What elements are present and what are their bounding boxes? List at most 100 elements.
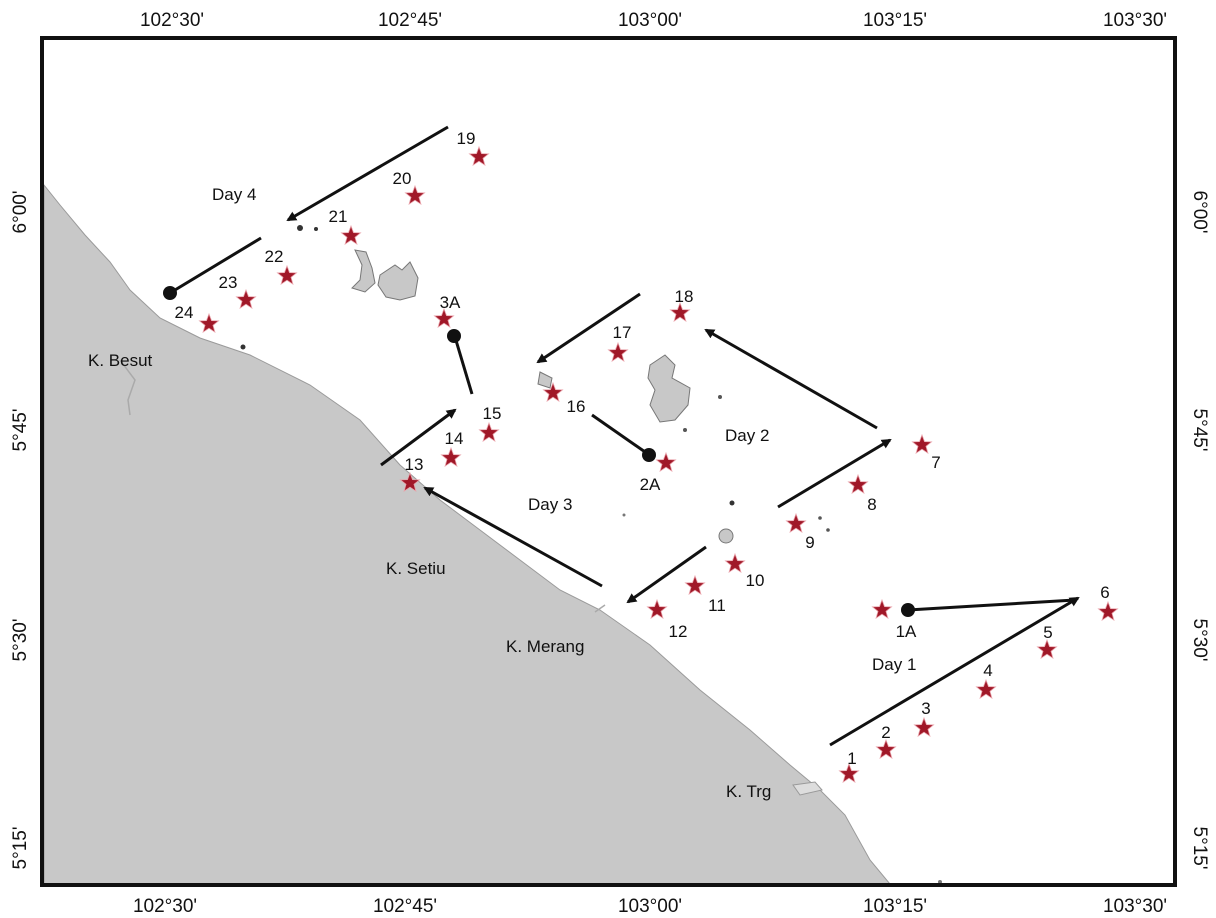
start-label-2a: 2A	[640, 475, 661, 494]
station-label-10: 10	[746, 571, 765, 590]
station-star-icon	[1036, 638, 1058, 660]
station-star-icon	[838, 762, 860, 784]
station-star-icon	[433, 307, 455, 329]
lon-tick-bottom: 103°00'	[618, 896, 682, 917]
lon-tick-top: 102°30'	[140, 10, 204, 31]
station-star-icon	[975, 678, 997, 700]
island-lang-tengah	[537, 371, 553, 389]
station-label-21: 21	[329, 207, 348, 226]
start-point-2a-dot	[642, 448, 656, 462]
station-label-18: 18	[675, 287, 694, 306]
station-label-8: 8	[867, 495, 876, 514]
station-star-icon	[913, 716, 935, 738]
lat-tick-right: 6°00'	[1189, 191, 1210, 234]
station-label-16: 16	[567, 397, 586, 416]
station-star-icon	[478, 421, 500, 443]
station-label-17: 17	[613, 323, 632, 342]
place-label-k-merang: K. Merang	[506, 637, 584, 656]
station-label-15: 15	[483, 404, 502, 423]
station-label-7: 7	[931, 453, 940, 472]
place-label-k-setiu: K. Setiu	[386, 559, 446, 578]
island-perhentian-kecil	[351, 249, 376, 293]
day-label-3: Day 3	[528, 495, 572, 514]
track-day3-b	[423, 486, 603, 588]
place-label-k-trg: K. Trg	[726, 782, 771, 801]
lon-tick-top: 103°00'	[618, 10, 682, 31]
station-label-1: 1	[847, 749, 856, 768]
track-day2-b	[704, 328, 878, 430]
start-label-3a: 3A	[440, 293, 461, 312]
coastline-land	[43, 183, 892, 885]
station-label-6: 6	[1100, 583, 1109, 602]
station-star-icon	[1097, 600, 1119, 622]
lat-tick-right: 5°30'	[1189, 619, 1210, 662]
islet	[240, 344, 246, 350]
track-day2-c	[536, 292, 641, 364]
track-day1-a	[829, 596, 1080, 747]
map-frame	[40, 36, 1177, 887]
station-star-icon	[911, 433, 933, 455]
lat-tick-left: 5°30'	[10, 619, 31, 662]
lon-tick-bottom: 103°15'	[863, 896, 927, 917]
station-label-14: 14	[445, 429, 464, 448]
islet	[314, 227, 318, 231]
station-label-12: 12	[669, 622, 688, 641]
track-day2-a	[777, 438, 892, 509]
station-label-22: 22	[265, 247, 284, 266]
day-label-4: Day 4	[212, 185, 256, 204]
islet	[729, 500, 735, 506]
trg-islet	[792, 781, 823, 796]
track-day3-c	[380, 408, 457, 467]
station-label-5: 5	[1043, 623, 1052, 642]
station-star-icon	[724, 552, 746, 574]
station-star-icon	[440, 446, 462, 468]
station-markers	[198, 145, 1119, 784]
station-star-icon	[198, 312, 220, 334]
lon-tick-top: 102°45'	[378, 10, 442, 31]
river-besut	[119, 359, 136, 416]
track-day4-b	[169, 236, 262, 295]
track-day3-d	[453, 336, 474, 395]
start-point-1a-dot	[901, 603, 915, 617]
lon-tick-bottom: 102°30'	[133, 896, 197, 917]
lat-tick-left: 5°45'	[10, 409, 31, 452]
islet	[622, 513, 626, 517]
island-redang	[647, 354, 691, 423]
station-star-icon	[404, 184, 426, 206]
start-label-1a: 1A	[896, 622, 917, 641]
station-label-3: 3	[921, 699, 930, 718]
station-star-icon	[871, 598, 893, 620]
track-day2-d	[591, 413, 649, 456]
station-star-icon	[684, 574, 706, 596]
station-star-icon	[669, 301, 691, 323]
station-star-icon	[399, 471, 421, 493]
island-perhentian-besar	[377, 261, 419, 301]
lat-tick-left: 6°00'	[10, 191, 31, 234]
station-star-icon	[785, 512, 807, 534]
lon-tick-bottom: 103°30'	[1103, 896, 1167, 917]
track-day3-a	[626, 545, 707, 604]
station-label-23: 23	[219, 273, 238, 292]
station-star-icon	[655, 451, 677, 473]
lat-tick-right: 5°15'	[1189, 827, 1210, 870]
lon-tick-bottom: 102°45'	[373, 896, 437, 917]
station-star-icon	[875, 738, 897, 760]
lon-tick-top: 103°30'	[1103, 10, 1167, 31]
track-day1-b	[907, 598, 1076, 612]
lat-tick-left: 5°15'	[10, 827, 31, 870]
station-star-icon	[542, 381, 564, 403]
station-label-2: 2	[881, 723, 890, 742]
station-star-icon	[607, 341, 629, 363]
lat-tick-right: 5°45'	[1189, 409, 1210, 452]
station-label-4: 4	[983, 661, 992, 680]
track-day4-a	[286, 125, 449, 222]
islet	[826, 528, 830, 532]
station-label-24: 24	[175, 303, 194, 322]
islet	[718, 395, 722, 399]
start-point-24-dot	[163, 286, 177, 300]
station-label-9: 9	[805, 533, 814, 552]
station-star-icon	[235, 288, 257, 310]
islet	[297, 225, 303, 231]
station-label-19: 19	[457, 129, 476, 148]
